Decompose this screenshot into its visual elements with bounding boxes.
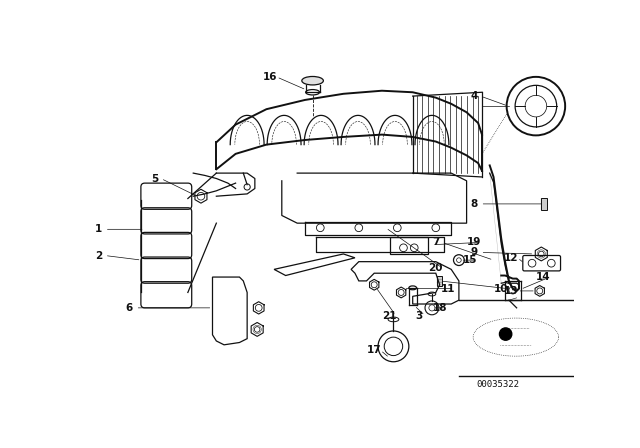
Bar xyxy=(390,237,428,254)
Text: 16: 16 xyxy=(263,72,278,82)
Text: 17: 17 xyxy=(367,345,381,355)
Text: 3: 3 xyxy=(415,310,422,321)
Text: 7: 7 xyxy=(432,237,440,247)
Text: 15: 15 xyxy=(463,255,477,265)
Text: 9: 9 xyxy=(471,247,478,258)
Ellipse shape xyxy=(302,77,323,85)
Text: 5: 5 xyxy=(151,173,158,184)
Text: 13: 13 xyxy=(504,286,518,296)
Text: 18: 18 xyxy=(433,303,447,313)
Bar xyxy=(541,198,547,210)
Text: 11: 11 xyxy=(441,284,456,293)
Text: 1: 1 xyxy=(95,224,102,234)
Text: 4: 4 xyxy=(470,91,478,101)
Text: 14: 14 xyxy=(536,272,551,282)
Text: 00035322: 00035322 xyxy=(476,380,519,389)
Text: 6: 6 xyxy=(125,303,133,313)
Text: 12: 12 xyxy=(504,253,518,263)
Text: 8: 8 xyxy=(470,199,478,209)
Text: 21: 21 xyxy=(382,310,397,321)
Circle shape xyxy=(499,328,512,340)
Text: 19: 19 xyxy=(467,237,481,247)
Text: 2: 2 xyxy=(95,250,102,260)
Bar xyxy=(437,276,442,286)
Text: 10: 10 xyxy=(494,284,509,293)
Text: 20: 20 xyxy=(429,263,443,273)
